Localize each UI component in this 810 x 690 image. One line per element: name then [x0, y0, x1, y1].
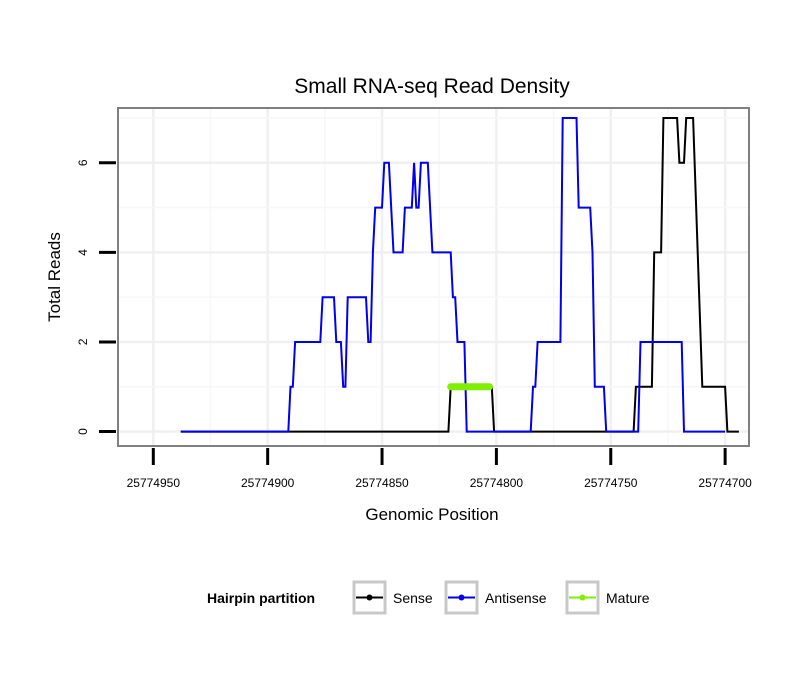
legend-title: Hairpin partition — [207, 590, 315, 606]
plot-frame — [117, 107, 750, 447]
x-axis-label: Genomic Position — [365, 505, 498, 524]
legend: Hairpin partition Sense Antisense Mature — [207, 580, 650, 615]
x-tick-label: 25774950 — [127, 476, 181, 490]
y-axis-label: Total Reads — [45, 232, 64, 322]
legend-key-dot-sense — [366, 594, 373, 601]
x-tick-label: 25774800 — [470, 476, 524, 490]
legend-key-dot-antisense — [458, 594, 465, 601]
legend-label-mature: Mature — [606, 590, 650, 606]
x-tick-label: 25774750 — [584, 476, 638, 490]
y-tick-label: 6 — [76, 159, 90, 166]
y-tick-label: 2 — [76, 338, 90, 345]
chart-title: Small RNA-seq Read Density — [294, 75, 570, 98]
x-tick-label: 25774850 — [355, 476, 409, 490]
legend-label-antisense: Antisense — [485, 590, 547, 606]
x-tick-label: 25774900 — [241, 476, 295, 490]
series-layer — [180, 117, 739, 433]
y-tick-label: 4 — [76, 249, 90, 256]
axis-ticks: 25774950 25774900 25774850 25774800 25774750… — [76, 159, 752, 490]
legend-label-sense: Sense — [393, 590, 433, 606]
legend-key-dot-mature — [579, 594, 586, 601]
series-line-sense — [180, 117, 739, 433]
series-line-antisense — [180, 117, 726, 433]
x-tick-label: 25774700 — [698, 476, 752, 490]
y-tick-label: 0 — [76, 428, 90, 435]
